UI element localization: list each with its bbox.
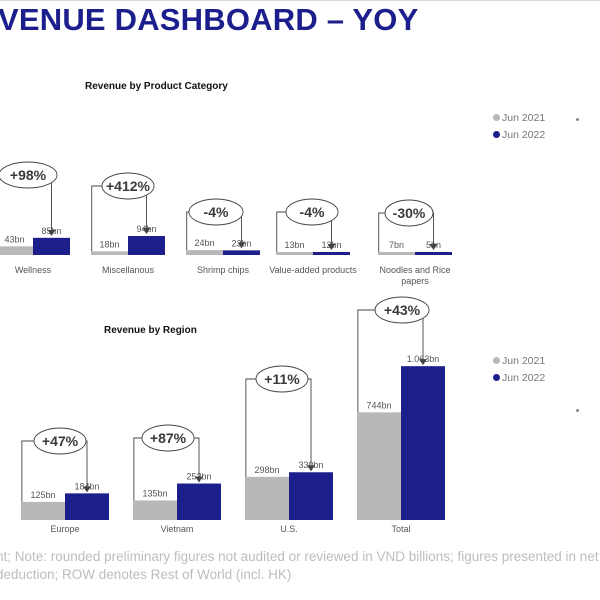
change-arrow-vietnam xyxy=(195,476,203,483)
change-ellipse-noodles-and-rice-papers xyxy=(384,199,434,227)
bar-miscellanous-jun-2022 xyxy=(128,236,165,255)
legend-label-jun-2022: Jun 2022 xyxy=(502,371,546,384)
bar-u-s-jun-2021 xyxy=(245,476,289,520)
footnote-line-2: deduction; ROW denotes Rest of World (in… xyxy=(0,567,292,582)
bar-noodles-and-rice-papers-jun-2022 xyxy=(415,252,452,255)
change-arrow-europe xyxy=(83,486,91,493)
category-label-wellness: Wellness xyxy=(15,265,52,275)
legend-swatch-jun-2021 xyxy=(493,114,500,121)
bullet-dot xyxy=(576,118,579,121)
change-arrow-value-added-products xyxy=(327,244,336,250)
bar-total-jun-2021 xyxy=(357,412,401,520)
change-label-value-added-products: -4% xyxy=(300,204,325,220)
legend-region: Jun 2021 Jun 2022 xyxy=(493,352,545,386)
change-ellipse-shrimp-chips xyxy=(188,198,244,226)
bar-europe-jun-2022 xyxy=(65,493,109,520)
legend-label-jun-2022: Jun 2022 xyxy=(502,128,546,141)
change-label-miscellanous: +412% xyxy=(106,178,151,194)
bar-europe-jun-2021 xyxy=(21,501,65,520)
change-label-u-s: +11% xyxy=(264,371,300,387)
value-label-noodles-and-rice-papers-jun-2021: 7bn xyxy=(389,240,404,250)
category-label-noodles-and-rice-papers: Noodles and Rice xyxy=(379,265,450,275)
value-label-vietnam-jun-2021: 135bn xyxy=(142,488,167,498)
change-arrow-noodles-and-rice-papers xyxy=(429,244,438,250)
bar-wellness-jun-2022 xyxy=(33,237,70,255)
value-label-u-s-jun-2021: 298bn xyxy=(254,465,279,475)
change-ellipse-u-s xyxy=(255,365,309,393)
product-category-chart: 43bn85bnWellness+98%18bn94bnMiscellanous… xyxy=(0,161,452,286)
value-label-total-jun-2021: 744bn xyxy=(366,400,391,410)
bar-total-jun-2022 xyxy=(401,366,445,520)
change-label-noodles-and-rice-papers: -30% xyxy=(393,205,426,221)
change-arrow-miscellanous xyxy=(142,228,151,235)
bar-value-added-products-jun-2022 xyxy=(313,252,350,255)
page-title: VENUE DASHBOARD – YOY xyxy=(0,2,419,37)
change-ellipse-vietnam xyxy=(141,424,195,452)
category-label-miscellanous: Miscellanous xyxy=(102,265,155,275)
category-label-u-s: U.S. xyxy=(280,524,298,534)
change-ellipse-europe xyxy=(33,427,87,455)
footnote: nt; Note: rounded preliminary figures no… xyxy=(0,548,600,584)
legend-item-jun-2021: Jun 2021 xyxy=(493,352,545,369)
category-label-value-added-products: Value-added products xyxy=(269,265,357,275)
value-label-shrimp-chips-jun-2021: 24bn xyxy=(194,238,214,248)
change-label-total: +43% xyxy=(384,302,421,318)
bar-shrimp-chips-jun-2022 xyxy=(223,250,260,255)
bar-value-added-products-jun-2021 xyxy=(276,252,313,255)
bar-shrimp-chips-jun-2021 xyxy=(186,250,223,255)
change-label-wellness: +98% xyxy=(10,167,47,183)
change-arrow-shrimp-chips xyxy=(237,242,246,249)
change-ellipse-value-added-products xyxy=(285,198,339,226)
change-ellipse-miscellanous xyxy=(101,172,155,200)
bar-u-s-jun-2022 xyxy=(289,472,333,520)
change-label-vietnam: +87% xyxy=(150,430,187,446)
legend-product-category: Jun 2021 Jun 2022 xyxy=(493,109,545,143)
change-arrow-u-s xyxy=(307,465,315,472)
chart-title-product-category: Revenue by Product Category xyxy=(85,81,228,92)
change-label-shrimp-chips: -4% xyxy=(204,204,229,220)
category-label-europe: Europe xyxy=(50,524,79,534)
legend-label-jun-2021: Jun 2021 xyxy=(502,354,546,367)
top-rule xyxy=(0,0,600,1)
change-label-europe: +47% xyxy=(42,433,79,449)
legend-swatch-jun-2021 xyxy=(493,357,500,364)
chart-title-region: Revenue by Region xyxy=(104,325,197,336)
value-label-value-added-products-jun-2021: 13bn xyxy=(284,240,304,250)
category-label-shrimp-chips: Shrimp chips xyxy=(197,265,250,275)
category-label-noodles-and-rice-papers: papers xyxy=(401,276,429,286)
value-label-wellness-jun-2021: 43bn xyxy=(4,234,24,244)
change-arrow-wellness xyxy=(47,229,56,236)
category-label-total: Total xyxy=(391,524,410,534)
bar-wellness-jun-2021 xyxy=(0,246,33,255)
bar-noodles-and-rice-papers-jun-2021 xyxy=(378,252,415,255)
value-label-europe-jun-2021: 125bn xyxy=(30,490,55,500)
bar-miscellanous-jun-2021 xyxy=(91,251,128,255)
footnote-line-1: nt; Note: rounded preliminary figures no… xyxy=(0,549,600,564)
category-label-vietnam: Vietnam xyxy=(161,524,194,534)
legend-label-jun-2021: Jun 2021 xyxy=(502,111,546,124)
legend-item-jun-2021: Jun 2021 xyxy=(493,109,545,126)
region-chart: 125bn184bnEurope+47%135bn252bnVietnam+87… xyxy=(21,296,445,534)
value-label-miscellanous-jun-2021: 18bn xyxy=(99,239,119,249)
change-ellipse-total xyxy=(374,296,430,324)
bar-vietnam-jun-2021 xyxy=(133,500,177,520)
bar-vietnam-jun-2022 xyxy=(177,483,221,520)
bullet-dot xyxy=(576,409,579,412)
legend-swatch-jun-2022 xyxy=(493,131,500,138)
change-ellipse-wellness xyxy=(0,161,58,189)
change-arrow-total xyxy=(419,359,427,366)
legend-swatch-jun-2022 xyxy=(493,374,500,381)
legend-item-jun-2022: Jun 2022 xyxy=(493,126,545,143)
legend-item-jun-2022: Jun 2022 xyxy=(493,369,545,386)
